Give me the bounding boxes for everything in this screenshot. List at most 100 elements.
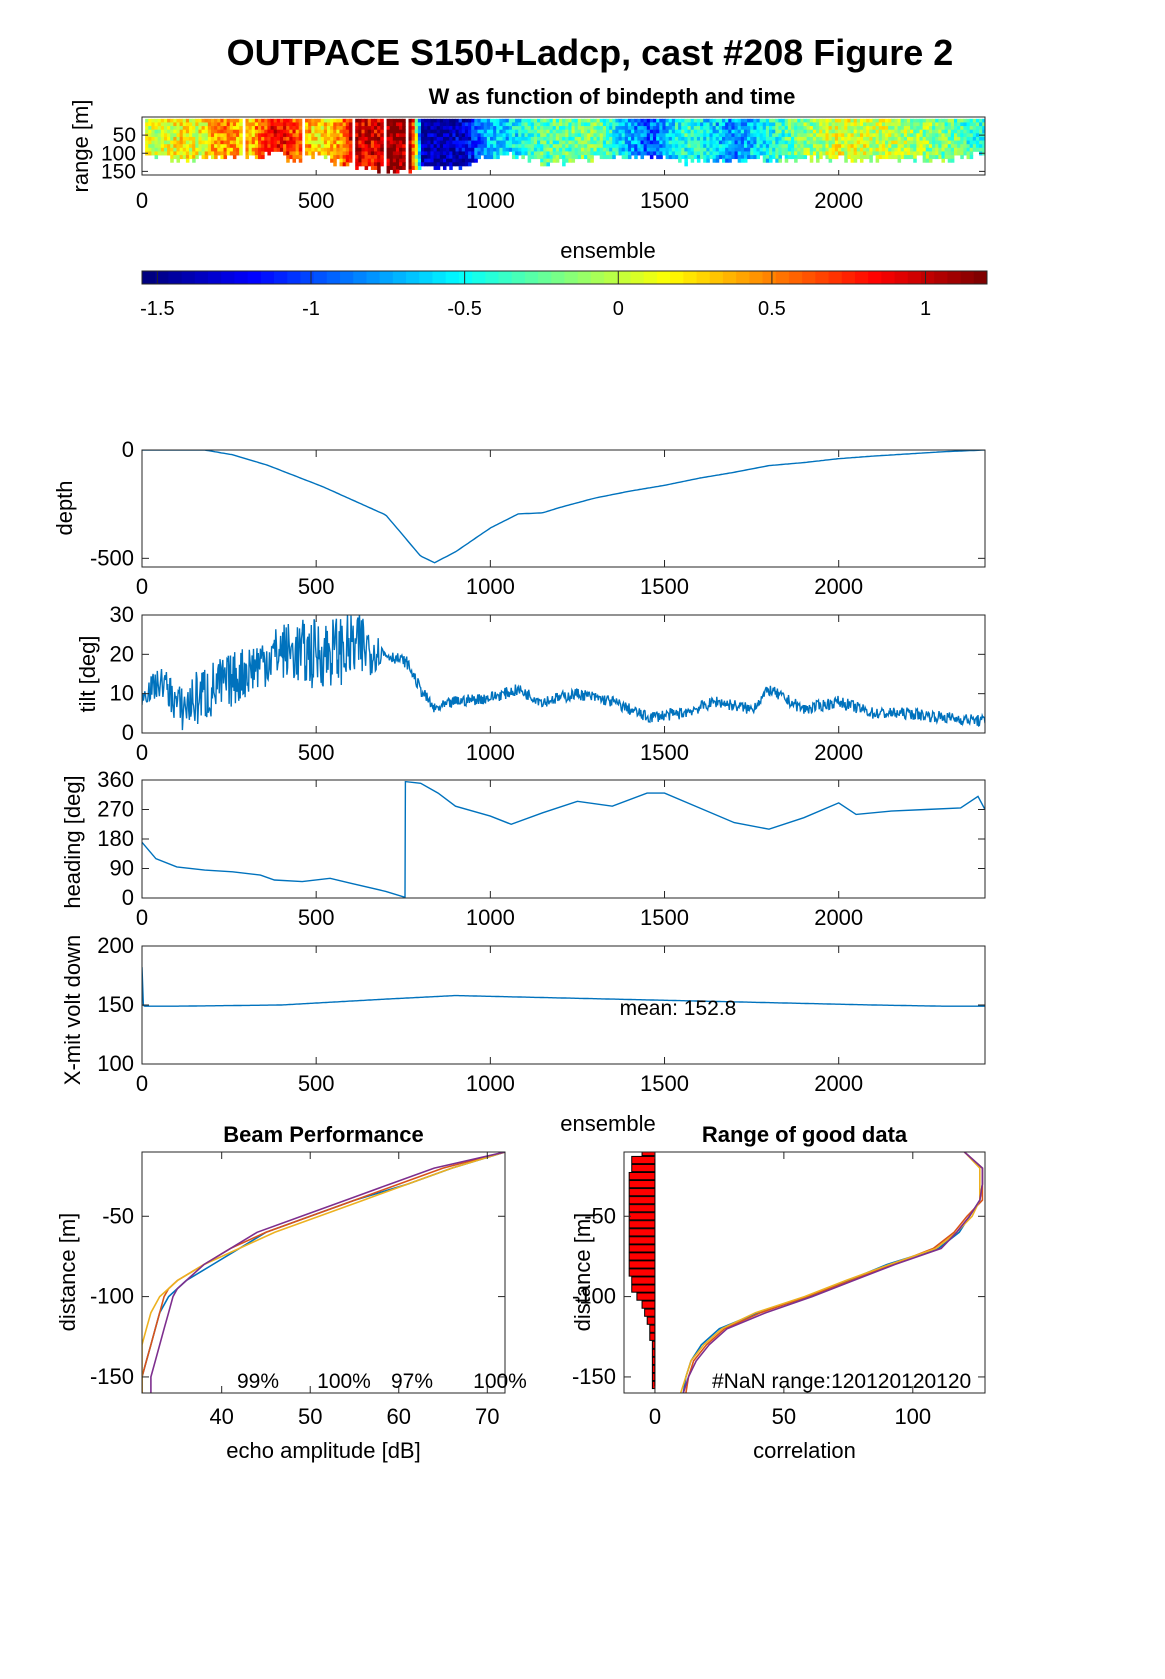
heatmap-cell: [787, 129, 792, 134]
heatmap-cell: [897, 126, 902, 131]
heatmap-cell: [562, 158, 566, 163]
heatmap-cell: [433, 147, 438, 152]
heatmap-cell: [975, 129, 980, 134]
heatmap-cell: [765, 147, 770, 152]
heatmap-cell: [511, 133, 516, 138]
heatmap-cell: [345, 133, 350, 138]
heatmap-cell: [872, 136, 877, 141]
colorbar-segment: [577, 271, 592, 284]
heatmap-cell: [769, 136, 773, 141]
heatmap-cell: [863, 126, 867, 131]
heatmap-cell: [725, 140, 729, 145]
heatmap-cell: [549, 155, 554, 160]
heatmap-cell: [464, 126, 469, 131]
heatmap-cell: [740, 158, 745, 163]
heatmap-cell: [333, 158, 337, 163]
x-tick-label: 2000: [814, 740, 863, 765]
heatmap-cell: [925, 151, 930, 156]
heatmap-cell: [201, 155, 206, 160]
heatmap-cell: [662, 151, 666, 156]
heatmap-cell: [944, 118, 949, 123]
heatmap-cell: [421, 151, 425, 156]
heatmap-cell: [521, 147, 525, 152]
heatmap-cell: [436, 158, 441, 163]
heatmap-cell: [828, 136, 833, 141]
heatmap-cell: [540, 144, 544, 149]
heatmap-cell: [179, 144, 184, 149]
heatmap-cell: [580, 133, 585, 138]
heatmap-cell: [486, 126, 491, 131]
heatmap-cell: [881, 133, 886, 138]
heatmap-cell: [176, 151, 181, 156]
heatmap-cell: [261, 122, 265, 127]
heatmap-cell: [276, 147, 281, 152]
heatmap-cell: [596, 151, 601, 156]
heatmap-cell: [198, 126, 202, 131]
heatmap-cell: [433, 158, 438, 163]
heatmap-cell: [587, 129, 591, 134]
heatmap-cell: [395, 165, 400, 170]
heatmap-cell: [725, 126, 729, 131]
heatmap-cell: [609, 129, 613, 134]
heatmap-cell: [599, 140, 604, 145]
heatmap-cell: [442, 151, 447, 156]
heatmap-cell: [468, 147, 472, 152]
heatmap-cell: [160, 126, 165, 131]
heatmap-cell: [273, 118, 278, 123]
heatmap-cell: [292, 155, 297, 160]
heatmap-cell: [540, 133, 544, 138]
heatmap-cell: [897, 136, 902, 141]
x-tick-label: 1000: [466, 740, 515, 765]
plot-area: [142, 780, 985, 898]
heatmap-cell: [919, 126, 924, 131]
heatmap-cell: [960, 122, 964, 127]
heatmap-cell: [499, 118, 503, 123]
heatmap-cell: [386, 155, 391, 160]
heatmap-cell: [245, 118, 249, 123]
heatmap-cell: [928, 136, 933, 141]
heatmap-cell: [615, 126, 619, 131]
heatmap-cell: [154, 122, 159, 127]
heatmap-cell: [831, 133, 836, 138]
heatmap-cell: [580, 129, 585, 134]
heatmap-cell: [668, 151, 673, 156]
heatmap-cell: [963, 133, 967, 138]
heatmap-cell: [743, 147, 748, 152]
heatmap-cell: [769, 122, 773, 127]
heatmap-cell: [659, 122, 663, 127]
heatmap-cell: [502, 144, 507, 149]
heatmap-cell: [389, 151, 394, 156]
heatmap-cell: [565, 147, 569, 152]
heatmap-cell: [355, 162, 359, 167]
heatmap-cell: [533, 118, 538, 123]
heatmap-cell: [562, 118, 566, 123]
heatmap-cell: [373, 140, 378, 145]
heatmap-cell: [618, 147, 623, 152]
heatmap-cell: [800, 147, 804, 152]
heatmap-cell: [207, 136, 212, 141]
heatmap-cell: [910, 133, 914, 138]
heatmap-cell: [750, 140, 754, 145]
heatmap-cell: [399, 129, 403, 134]
heatmap-cell: [198, 151, 202, 156]
heatmap-cell: [794, 147, 798, 152]
heatmap-cell: [784, 126, 789, 131]
heatmap-cell: [888, 118, 892, 123]
heatmap-cell: [515, 122, 519, 127]
heatmap-cell: [160, 122, 165, 127]
heatmap-cell: [596, 147, 601, 152]
heatmap-cell: [953, 126, 958, 131]
heatmap-cell: [718, 122, 723, 127]
heatmap-cell: [803, 129, 808, 134]
heatmap-cell: [305, 147, 309, 152]
heatmap-cell: [975, 147, 980, 152]
heatmap-cell: [891, 140, 895, 145]
heatmap-cell: [442, 140, 447, 145]
heatmap-cell: [693, 155, 698, 160]
heatmap-cell: [972, 122, 977, 127]
heatmap-cell: [411, 129, 416, 134]
heatmap-cell: [298, 144, 303, 149]
heatmap-cell: [649, 144, 654, 149]
heatmap-cell: [305, 129, 309, 134]
